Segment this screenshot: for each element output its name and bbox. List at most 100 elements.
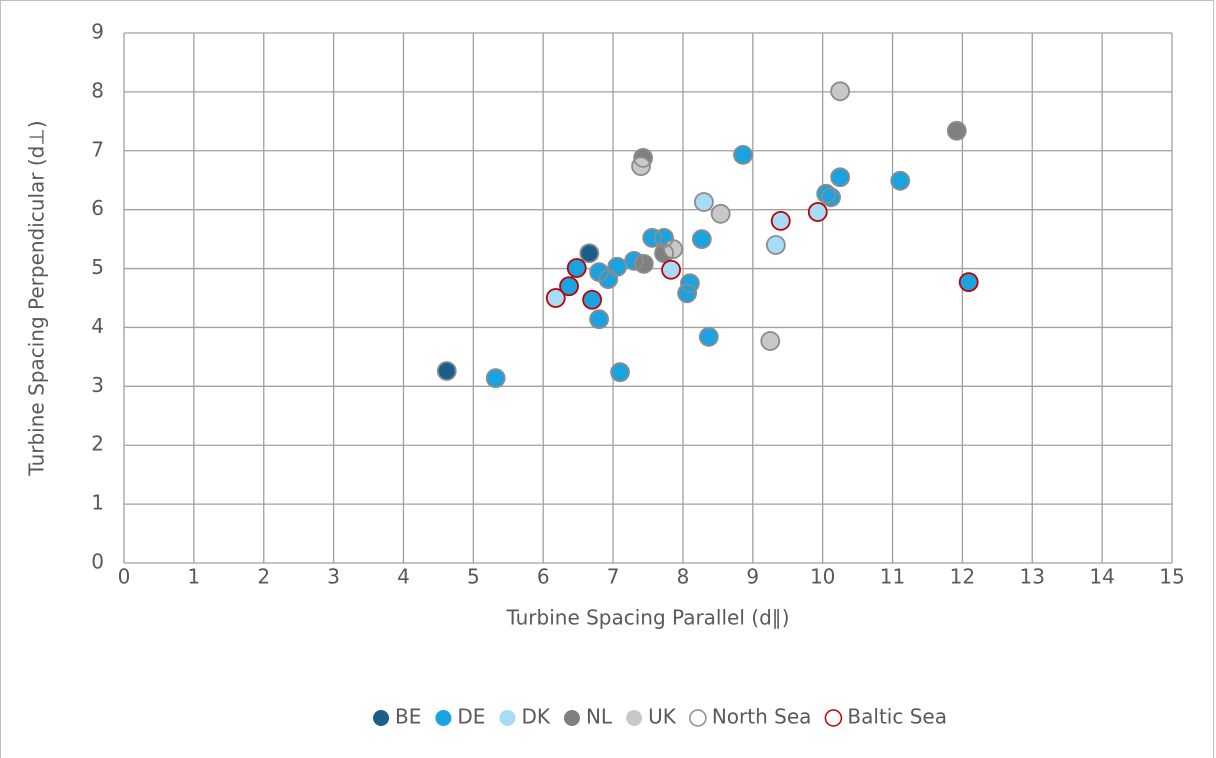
marker: [761, 331, 780, 350]
y-tick-label: 3: [91, 373, 104, 397]
marker-ring: [559, 276, 579, 297]
y-tick-label: 8: [91, 78, 104, 102]
marker: [771, 211, 790, 230]
marker-ring: [733, 144, 753, 165]
marker: [891, 171, 910, 190]
marker: [808, 203, 827, 222]
marker-ring: [624, 250, 644, 271]
marker-ring: [830, 81, 851, 102]
marker-ring: [770, 210, 791, 231]
x-tick-label: 12: [950, 565, 975, 589]
marker-ring: [710, 203, 731, 224]
marker: [831, 82, 850, 101]
marker-ring: [821, 187, 841, 208]
marker-ring: [946, 120, 967, 141]
marker-ring: [691, 229, 712, 250]
y-tick-label: 1: [91, 491, 104, 515]
marker: [694, 193, 713, 212]
marker-ring: [485, 368, 506, 388]
marker-ring: [579, 243, 600, 264]
marker: [546, 289, 565, 307]
marker-ring: [890, 170, 911, 191]
marker: [959, 273, 978, 292]
marker: [692, 230, 711, 249]
marker: [766, 236, 785, 254]
marker: [567, 258, 586, 277]
marker-ring: [582, 289, 603, 310]
x-tick-label: 11: [880, 565, 905, 589]
marker: [486, 369, 505, 388]
x-tick-label: 0: [118, 565, 131, 589]
legend-marker: [499, 710, 516, 726]
marker: [662, 260, 681, 279]
marker-ring: [610, 362, 630, 383]
marker-ring: [545, 288, 566, 308]
marker: [590, 310, 609, 329]
x-tick-label: 10: [810, 565, 835, 589]
y-axis-label: Turbine Spacing Perpendicular (d⊥): [25, 120, 49, 476]
legend-marker: [373, 710, 390, 726]
legend-label: DE: [457, 705, 485, 729]
marker: [583, 290, 602, 309]
marker-ring: [642, 228, 663, 248]
marker-ring: [693, 192, 714, 212]
marker-ring: [633, 253, 654, 274]
x-tick-label: 9: [746, 565, 759, 589]
marker: [947, 121, 966, 140]
x-tick-label: 4: [397, 565, 410, 589]
marker-ring: [663, 239, 684, 260]
legend-label: BE: [395, 705, 421, 729]
legend-label: Baltic Sea: [847, 705, 947, 729]
legend-marker: [626, 710, 643, 726]
marker-ring: [807, 202, 828, 222]
marker: [699, 327, 718, 346]
marker-ring: [760, 331, 781, 351]
marker-ring: [958, 272, 979, 293]
x-tick-label: 6: [537, 565, 550, 589]
marker: [734, 145, 753, 164]
marker: [611, 363, 630, 382]
marker-ring: [680, 273, 700, 294]
marker-ring: [677, 283, 698, 304]
marker-ring: [698, 326, 719, 347]
marker-ring: [589, 309, 609, 330]
legend-marker: [689, 709, 707, 727]
x-tick-label: 3: [327, 565, 340, 589]
x-axis-label: Turbine Spacing Parallel (d∥): [505, 606, 789, 630]
legend-marker: [563, 710, 580, 726]
legend-marker: [824, 709, 843, 727]
marker-ring: [765, 235, 786, 255]
x-tick-label: 15: [1159, 565, 1184, 589]
legend-label: UK: [648, 705, 677, 729]
marker: [437, 362, 456, 381]
marker-ring: [816, 183, 837, 204]
y-tick-label: 5: [91, 255, 104, 279]
y-tick-label: 7: [91, 137, 104, 161]
x-tick-label: 7: [607, 565, 620, 589]
marker-ring: [436, 361, 457, 381]
marker-ring: [661, 259, 681, 280]
legend-label: DK: [521, 705, 550, 729]
y-tick-label: 0: [91, 550, 104, 574]
x-tick-label: 8: [677, 565, 690, 589]
x-tick-label: 13: [1020, 565, 1045, 589]
marker: [560, 277, 579, 296]
marker: [711, 204, 730, 223]
marker-ring: [566, 258, 587, 278]
marker-ring: [631, 156, 651, 176]
x-tick-label: 14: [1089, 565, 1114, 589]
marker: [580, 244, 599, 263]
y-tick-label: 9: [91, 20, 104, 44]
legend-label: North Sea: [712, 705, 812, 729]
legend-label: NL: [586, 705, 613, 729]
x-tick-label: 2: [257, 565, 270, 589]
x-tick-label: 5: [467, 565, 480, 589]
x-tick-label: 1: [187, 565, 200, 589]
marker-ring: [830, 167, 851, 188]
y-tick-label: 4: [91, 314, 104, 338]
marker-ring: [654, 243, 674, 264]
y-tick-label: 2: [91, 432, 104, 456]
